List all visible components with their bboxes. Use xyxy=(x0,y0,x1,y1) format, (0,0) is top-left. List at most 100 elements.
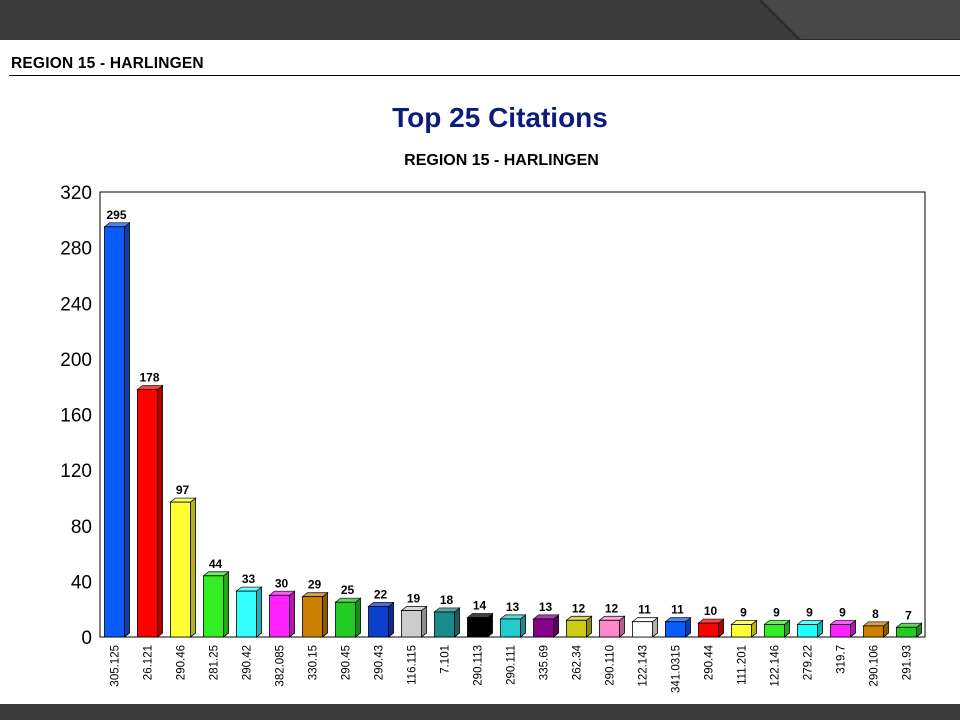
x-tick-label: 291.93 xyxy=(902,645,914,680)
bar xyxy=(697,618,725,638)
bar-front xyxy=(599,619,620,638)
y-tick-label: 240 xyxy=(60,294,92,315)
bar xyxy=(433,607,461,638)
bar-value-label: 29 xyxy=(308,578,322,592)
bar-front xyxy=(401,610,422,638)
bar-side-shade xyxy=(685,617,691,637)
bar xyxy=(532,614,560,638)
bar-front xyxy=(467,617,488,638)
bar-side-shade xyxy=(223,571,229,637)
bar-front xyxy=(632,621,653,638)
bar-side-shade xyxy=(157,385,163,637)
x-tick-label: 341.0315 xyxy=(671,645,683,693)
bar-side-shade xyxy=(553,614,559,637)
bar xyxy=(598,615,626,638)
bar-top-shade xyxy=(665,617,691,622)
bar-value-label: 13 xyxy=(506,600,520,614)
x-tick-label: 111.201 xyxy=(737,645,749,685)
bar-top-shade xyxy=(137,385,163,390)
bar xyxy=(334,597,362,638)
bar-front xyxy=(203,575,224,638)
bar-top-shade xyxy=(335,598,361,603)
bar-front xyxy=(731,624,752,638)
bar xyxy=(862,621,890,638)
x-tick-label: 116.115 xyxy=(407,645,419,685)
bar-side-shade xyxy=(586,616,592,637)
bar-top-shade xyxy=(863,621,889,626)
bar-value-label: 9 xyxy=(839,605,846,619)
bar xyxy=(169,497,197,638)
bar-front xyxy=(698,622,719,638)
x-tick-label: 279.22 xyxy=(803,645,815,680)
x-tick-label: 122.143 xyxy=(638,645,650,687)
bar xyxy=(202,570,230,638)
bar-value-label: 12 xyxy=(572,601,586,615)
bar-side-shade xyxy=(355,598,361,637)
bar-front xyxy=(137,389,158,638)
bar-value-label: 10 xyxy=(704,604,718,618)
bar-value-label: 33 xyxy=(242,572,256,586)
bar-value-label: 8 xyxy=(872,607,879,621)
header-divider xyxy=(9,75,960,76)
y-tick-label: 160 xyxy=(60,406,92,427)
bar xyxy=(235,586,263,638)
bar-side-shade xyxy=(784,620,790,637)
y-tick-label: 320 xyxy=(60,183,92,204)
bar-value-label: 7 xyxy=(905,608,912,622)
bar-front xyxy=(797,624,818,638)
x-tick-label: 290.113 xyxy=(473,645,485,686)
bar-front xyxy=(104,226,125,638)
bar xyxy=(664,616,692,638)
x-tick-label: 290.44 xyxy=(704,644,716,680)
bar xyxy=(730,619,758,638)
bar-value-label: 30 xyxy=(275,576,289,590)
bar-value-label: 97 xyxy=(176,483,190,497)
x-tick-label: 7.101 xyxy=(440,645,452,674)
bar-side-shade xyxy=(883,621,889,637)
bar xyxy=(136,384,164,638)
bar-front xyxy=(500,618,521,638)
bar xyxy=(499,614,527,638)
bar-top-shade xyxy=(698,619,724,624)
bar-front xyxy=(764,624,785,638)
bar xyxy=(631,616,659,638)
bar-top-shade xyxy=(533,614,559,619)
bar-front xyxy=(170,501,191,638)
bar xyxy=(466,612,494,638)
bar-side-shade xyxy=(256,587,262,637)
x-tick-label: 290.43 xyxy=(374,645,386,680)
bar-value-label: 18 xyxy=(440,593,454,607)
bar-front xyxy=(896,626,917,638)
bar-value-label: 12 xyxy=(605,601,619,615)
bar xyxy=(895,622,923,638)
bar-top-shade xyxy=(434,607,460,612)
bar-top-shade xyxy=(896,623,922,628)
x-tick-label: 382.085 xyxy=(275,645,287,687)
y-tick-label: 40 xyxy=(71,572,92,593)
bar-top-shade xyxy=(731,620,757,625)
bar-side-shade xyxy=(289,591,295,637)
bar xyxy=(301,591,329,638)
x-tick-label: 122.146 xyxy=(770,645,782,687)
bar-front xyxy=(368,606,389,638)
bar-front xyxy=(665,621,686,638)
bar-side-shade xyxy=(850,620,856,637)
bar-value-label: 11 xyxy=(638,603,651,617)
bar-side-shade xyxy=(190,498,196,637)
bar xyxy=(103,221,131,638)
bar-value-label: 9 xyxy=(806,605,813,619)
bar xyxy=(400,605,428,638)
y-tick-label: 80 xyxy=(71,517,92,538)
bar-top-shade xyxy=(599,616,625,621)
bar-top-shade xyxy=(104,222,130,227)
bar xyxy=(763,619,791,638)
bar-side-shade xyxy=(421,606,427,637)
bar xyxy=(565,615,593,638)
bar-top-shade xyxy=(203,571,229,576)
plot-frame xyxy=(99,191,926,638)
bar-top-shade xyxy=(500,614,526,619)
x-tick-label: 262.34 xyxy=(572,644,584,680)
bar xyxy=(367,601,395,638)
y-tick-label: 200 xyxy=(60,350,92,371)
